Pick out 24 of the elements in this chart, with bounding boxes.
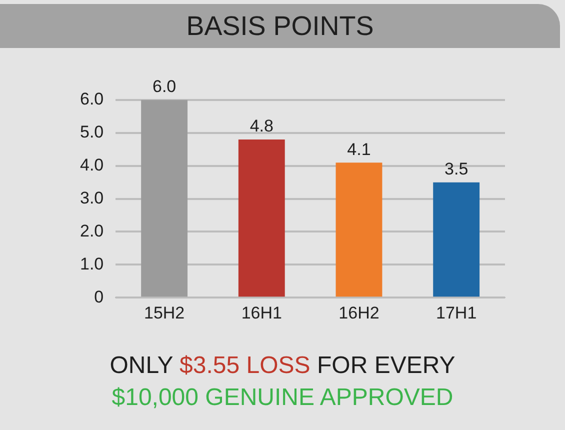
- text: FOR EVERY: [316, 352, 456, 379]
- text: ONLY: [110, 352, 173, 379]
- chart-title: BASIS POINTS: [0, 4, 560, 48]
- text: $3.55 LOSS: [180, 352, 310, 379]
- bar: [238, 140, 285, 297]
- x-tick-label: 16H1: [241, 303, 282, 322]
- bar: [141, 100, 188, 297]
- data-label: 4.8: [250, 116, 274, 136]
- y-tick-label: 3.0: [80, 188, 104, 208]
- bar: [433, 182, 480, 297]
- x-tick-label: 17H1: [436, 303, 477, 322]
- y-tick-label: 6.0: [80, 90, 104, 109]
- data-label: 6.0: [152, 77, 176, 96]
- data-label: 3.5: [444, 160, 468, 179]
- y-tick-label: 2.0: [80, 221, 104, 240]
- bar: [336, 162, 382, 297]
- y-tick-label: 0: [94, 287, 104, 306]
- data-label: 4.1: [347, 140, 371, 159]
- y-tick-label: 4.0: [80, 156, 104, 175]
- x-tick-label: 16H2: [338, 303, 380, 322]
- y-tick-label: 5.0: [80, 122, 104, 142]
- text: $10,000 GENUINE APPROVED: [112, 384, 454, 411]
- x-tick-label: 15H2: [144, 303, 185, 322]
- y-tick-label: 1.0: [80, 254, 104, 274]
